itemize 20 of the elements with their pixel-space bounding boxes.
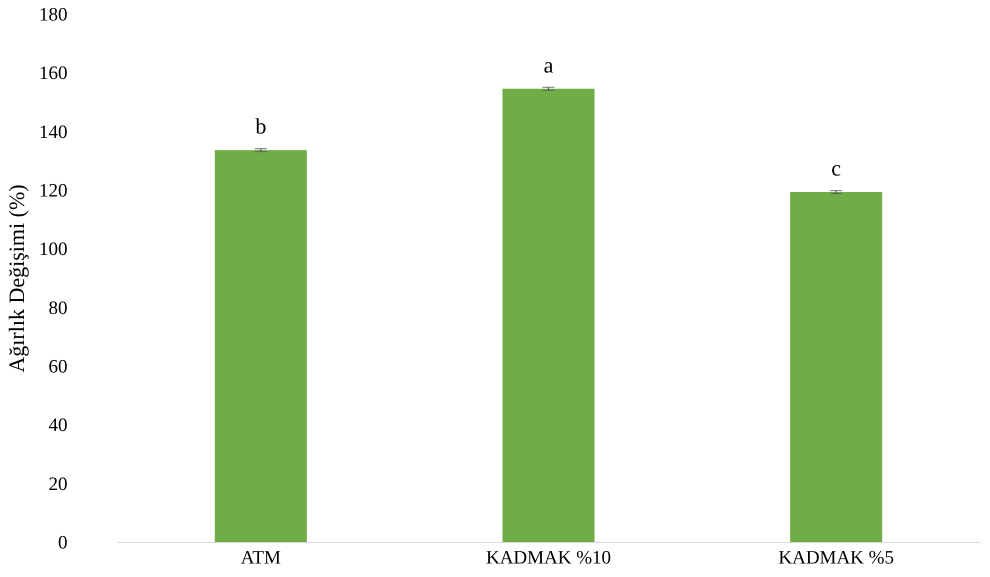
y-axis-title: Ağırlık Değişimi (%) xyxy=(4,184,29,373)
bar xyxy=(214,150,307,542)
annotation: a xyxy=(544,52,554,78)
y-tick-label: 160 xyxy=(39,63,68,84)
x-tick-label: KADMAK %5 xyxy=(778,548,894,568)
y-tick-label: 80 xyxy=(48,298,68,319)
y-tick-label: 60 xyxy=(48,356,68,378)
x-tick-label: KADMAK %10 xyxy=(486,548,612,568)
bar xyxy=(502,88,595,542)
y-tick-label: 20 xyxy=(48,474,68,495)
y-tick-label: 100 xyxy=(39,239,68,260)
y-tick-label: 0 xyxy=(58,532,68,554)
annotation: b xyxy=(255,114,266,139)
y-tick-label: 120 xyxy=(39,180,68,202)
y-tick-label: 140 xyxy=(39,122,68,143)
y-tick-label: 180 xyxy=(39,4,68,26)
bar xyxy=(790,192,882,542)
x-tick-label: ATM xyxy=(240,548,281,568)
annotation: c xyxy=(831,156,842,181)
y-tick-label: 40 xyxy=(48,415,68,436)
